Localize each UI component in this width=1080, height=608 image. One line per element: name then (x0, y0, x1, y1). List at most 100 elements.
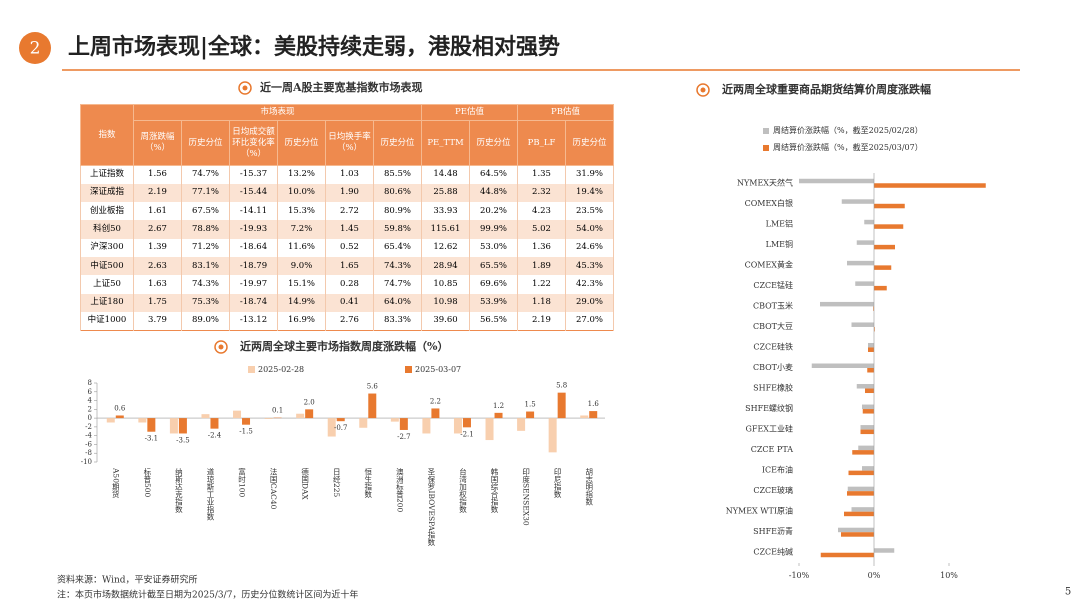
table-cell: 83.1% (181, 256, 230, 276)
table-row: 上证50 1.63 74.3% -19.97 15.1% 0.28 74.7% 10.85 69… (80, 275, 614, 294)
y-tick-label: COMEX白银 (745, 198, 793, 208)
table-cell: 54.0% (565, 220, 614, 239)
section-number: 2 (30, 39, 41, 59)
table-cell: 67.5% (181, 202, 230, 221)
data-label: -0.7 (334, 424, 348, 432)
legend-label: 2025-02-28 (258, 365, 304, 374)
bar (841, 199, 874, 204)
bar (851, 507, 874, 512)
table-cell: -15.44 (229, 183, 278, 203)
table-cell: 1.89 (517, 256, 566, 276)
data-label: 1.6 (588, 400, 600, 408)
bar (874, 244, 895, 250)
bar (494, 412, 503, 419)
bar (862, 466, 874, 471)
icon (218, 344, 224, 350)
header-cell: 指数 (80, 104, 134, 166)
column-header: PE_TTM (421, 120, 470, 166)
table-cell: 53.9% (469, 293, 518, 312)
legend-label: 周结算价涨跌幅（%，截至2025/03/07） (773, 142, 923, 152)
data-label: -1.5 (239, 428, 253, 436)
table-cell: -13.12 (229, 311, 278, 331)
table-row: 深证成指 2.19 77.1% -15.44 10.0% 1.90 80.6% 25.88 44… (80, 183, 614, 203)
table-cell: 9.0% (277, 256, 326, 276)
table-cell: 1.03 (325, 165, 374, 184)
table-cell: 1.35 (517, 165, 566, 184)
table-cell: 2.32 (517, 183, 566, 203)
group-header: PB估值 (517, 104, 614, 121)
page-number: 5 (1065, 587, 1071, 598)
footnote: 注：本页市场数据统计截至日期为2025/3/7，历史分位数统计区间为近十年 (57, 589, 358, 601)
table-cell: 74.3% (181, 275, 230, 294)
table-cell: 1.39 (133, 238, 182, 257)
table-cell: 69.6% (469, 275, 518, 294)
bar (526, 411, 535, 419)
table-cell: 28.94 (421, 256, 470, 276)
y-tick-label: SHFE螺纹钢 (745, 403, 793, 413)
data-label: -2.1 (460, 430, 474, 438)
table-cell: 中证1000 (80, 311, 134, 331)
table-cell: 15.3% (277, 202, 326, 221)
bar (874, 326, 875, 332)
bar (233, 410, 242, 419)
table-cell: 24.6% (565, 238, 614, 257)
index-table: 指数 市场表现 PE估值 PB估值 周涨跌幅（%） 历史分位 日均成交额环比变化率（%） 历史… (80, 104, 614, 331)
bar (851, 322, 874, 327)
x-tick-label: 澳洲标普200 (395, 467, 404, 513)
table-title: 近一周A股主要宽基指数市场表现 (260, 80, 423, 94)
table-cell: 115.61 (421, 220, 470, 239)
table-cell: 11.6% (277, 238, 326, 257)
table-cell: 20.2% (469, 202, 518, 221)
table-cell: 39.60 (421, 311, 470, 331)
data-label: 2.0 (304, 398, 315, 406)
table-cell: 77.1% (181, 183, 230, 203)
table-cell: 1.18 (517, 293, 566, 312)
table-row: 科创50 2.67 78.8% -19.93 7.2% 1.45 59.8% 115.61 99… (80, 220, 614, 239)
bar (242, 418, 251, 425)
y-tick-label: CZCE纯碱 (753, 547, 793, 557)
table-cell: 1.75 (133, 293, 182, 312)
section-badge (19, 32, 51, 64)
table-cell: 74.7% (181, 165, 230, 184)
table-cell: 75.3% (181, 293, 230, 312)
y-tick-label: SHFE橡胶 (753, 383, 793, 393)
column-header: 历史分位 (373, 120, 422, 166)
y-tick-label: COMEX黄金 (745, 259, 793, 269)
data-label: -3.1 (145, 435, 159, 443)
bar (390, 418, 399, 422)
table-cell: 3.79 (133, 311, 182, 331)
y-tick-label: -8 (85, 449, 92, 457)
x-tick-label: 韩国综合指数 (490, 467, 499, 515)
data-label: 5.8 (556, 382, 567, 390)
y-tick-label: 6 (88, 388, 93, 396)
table-cell: 14.9% (277, 293, 326, 312)
legend-swatch (248, 366, 255, 373)
table-cell: 85.5% (373, 165, 422, 184)
chart-title: 近两周全球主要市场指数周度涨跌幅（%） (240, 339, 448, 353)
source-note: 资料来源：Wind，平安证券研究所 (57, 574, 198, 586)
column-header: 周涨跌幅（%） (133, 120, 182, 166)
table-cell: 创业板指 (80, 202, 134, 221)
bar (264, 418, 273, 419)
bar (862, 404, 874, 410)
table-cell: 74.7% (373, 275, 422, 294)
table-cell: 中证500 (80, 256, 134, 276)
x-tick-label: 圣保罗IBOVESPA指数 (427, 468, 436, 547)
x-tick-label: 10% (940, 571, 958, 580)
bar (864, 219, 874, 225)
bar (368, 393, 377, 419)
table-cell: 99.9% (469, 220, 518, 239)
y-tick-label: NYMEX天然气 (737, 177, 793, 187)
y-tick-label: 8 (88, 379, 92, 387)
icon (238, 81, 252, 95)
y-tick-label: LME铜 (766, 239, 793, 249)
x-tick-label: 富时100 (237, 467, 246, 498)
y-tick-label: 2 (88, 405, 92, 413)
bar (580, 415, 589, 419)
group-header: PE估值 (421, 104, 518, 121)
table-cell: 1.36 (517, 238, 566, 257)
x-tick-label: 德国DAX (300, 467, 309, 501)
column-header: 历史分位 (277, 120, 326, 166)
table-cell: 56.5% (469, 311, 518, 331)
bar (860, 429, 874, 435)
